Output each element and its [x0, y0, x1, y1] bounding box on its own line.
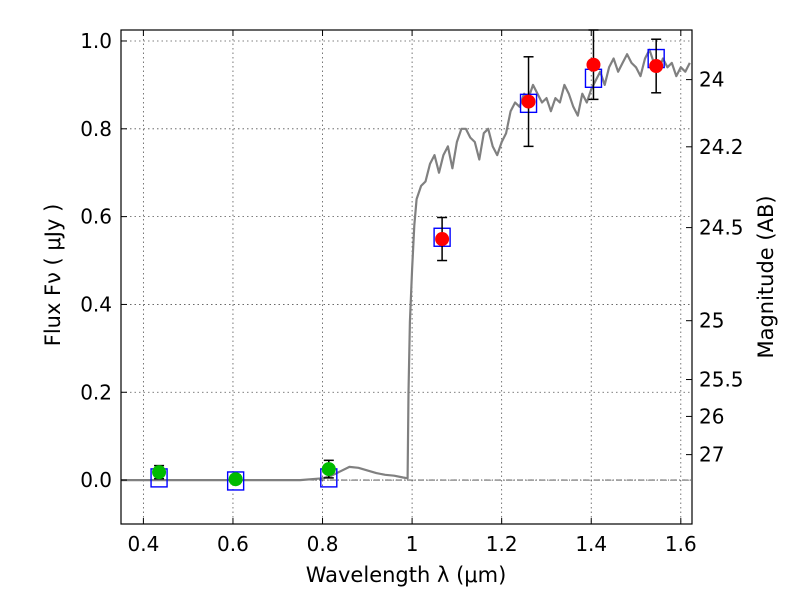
x-axis-label: Wavelength λ (μm) — [306, 563, 507, 587]
observed-flux-point — [152, 465, 167, 480]
x-tick-label: 0.6 — [217, 532, 249, 556]
y-tick-label: 0.6 — [80, 205, 112, 229]
magnitude-tick-label: 26 — [699, 404, 724, 428]
x-tick-label: 1 — [406, 532, 419, 556]
y-axis-label: Flux Fν ( μJy ) — [41, 204, 65, 347]
magnitude-tick-label: 24 — [699, 68, 724, 92]
y-axis-ticks: 0.0 0.2 0.4 0.6 0.8 1.0 — [80, 29, 127, 492]
grid-lines — [121, 30, 692, 524]
observed-flux-point — [435, 232, 450, 247]
observed-flux-point — [321, 462, 336, 477]
plot-area — [121, 29, 692, 491]
observed-flux-point — [586, 57, 601, 72]
observed-flux-point — [649, 59, 664, 74]
magnitude-axis-label: Magnitude (AB) — [754, 195, 778, 358]
x-tick-label: 1.2 — [486, 532, 518, 556]
observed-flux-point — [228, 472, 243, 487]
y-tick-label: 0.2 — [80, 380, 112, 404]
y-tick-label: 0.0 — [80, 468, 112, 492]
plot-frame — [120, 29, 693, 525]
x-tick-label: 0.4 — [127, 532, 159, 556]
magnitude-tick-label: 24.5 — [699, 216, 744, 240]
magnitude-tick-label: 25.5 — [699, 368, 744, 392]
y-tick-label: 0.4 — [80, 292, 112, 316]
model-flux-square — [226, 471, 245, 491]
magnitude-tick-label: 27 — [699, 443, 724, 467]
y-tick-label: 0.8 — [80, 117, 112, 141]
x-tick-label: 1.4 — [575, 532, 607, 556]
magnitude-tick-label: 25 — [699, 309, 724, 333]
model-spectrum-line — [121, 48, 691, 482]
magnitude-axis-ticks: 24 24.2 24.5 25 25.5 26 27 — [686, 68, 744, 467]
y-tick-label: 1.0 — [80, 29, 112, 53]
x-axis-ticks: 0.4 0.6 0.8 1 1.2 1.4 1.6 — [127, 30, 697, 556]
x-tick-label: 1.6 — [665, 532, 697, 556]
magnitude-tick-label: 24.2 — [699, 135, 744, 159]
x-tick-label: 0.8 — [307, 532, 339, 556]
observed-flux-point — [521, 94, 536, 109]
